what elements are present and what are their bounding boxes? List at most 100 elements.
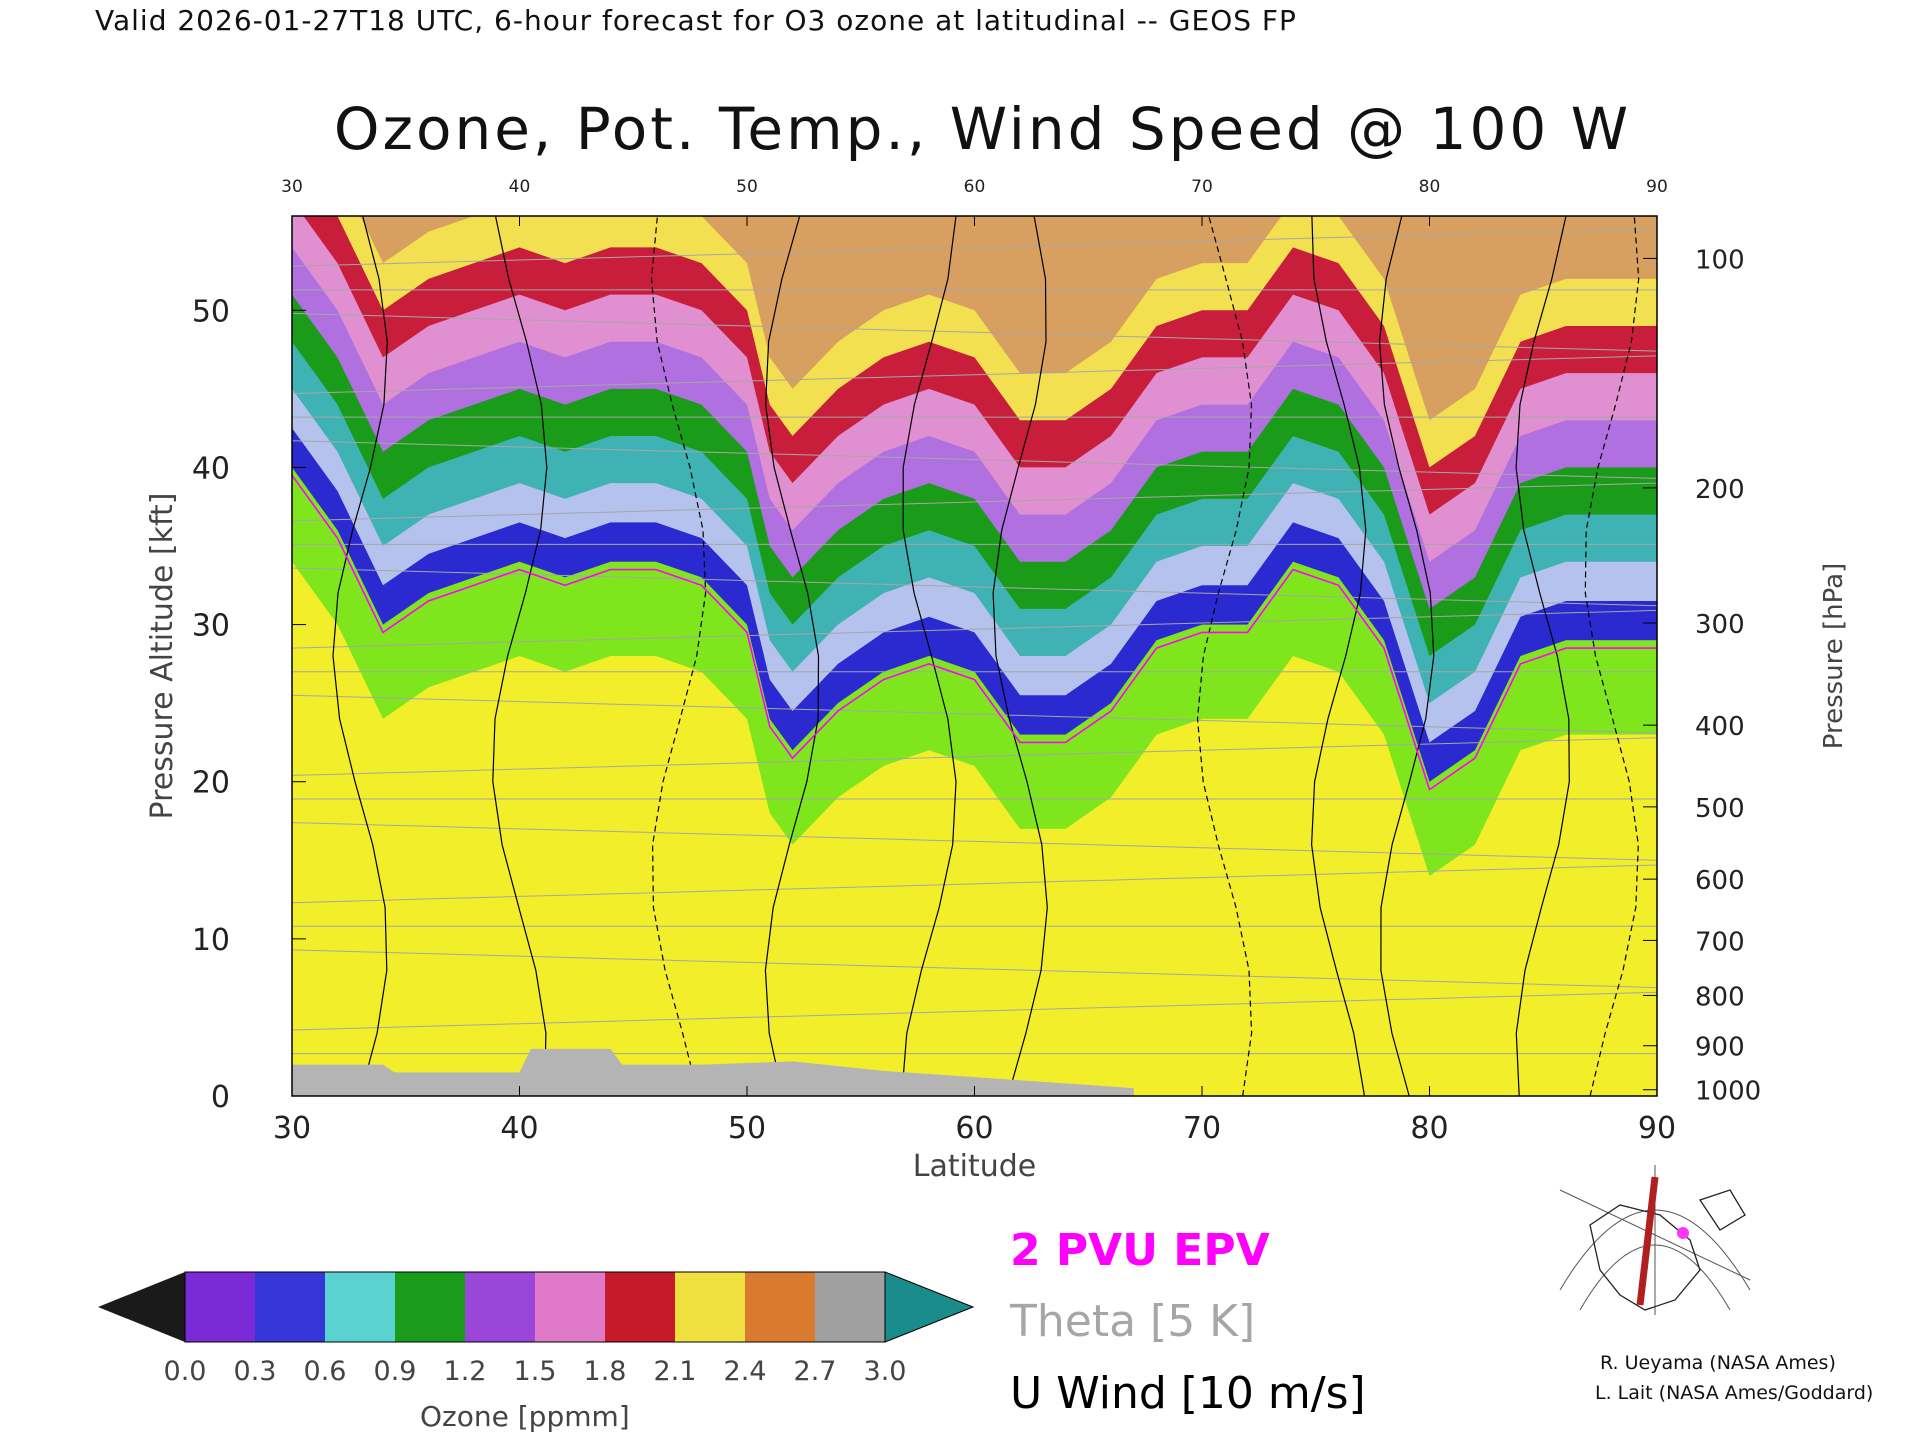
colorbar-segment [815, 1272, 886, 1342]
theta-contour [292, 567, 1657, 607]
theta-contour [292, 949, 1657, 989]
x-tick-label-top: 90 [1646, 177, 1668, 197]
theta-contour [292, 864, 1657, 904]
colorbar-tick-label: 2.7 [794, 1356, 837, 1387]
ozone-band [360, 216, 1657, 421]
chart-title: Ozone, Pot. Temp., Wind Speed @ 100 W [333, 95, 1632, 163]
x-axis-label: Latitude [913, 1149, 1036, 1184]
colorbar-tick-label: 2.1 [654, 1356, 697, 1387]
colorbar-tick-label: 0.3 [234, 1356, 277, 1387]
epv-contour [292, 474, 1657, 791]
x-tick-label: 80 [1410, 1111, 1448, 1146]
y2-tick-label: 800 [1695, 982, 1745, 1012]
wind-contour [492, 216, 548, 1096]
x-tick-label-top: 50 [736, 177, 758, 197]
ozone-colorbar: 0.0 0.3 0.6 0.9 1.2 1.5 1.8 2.1 2.4 2.7 3.0 [98, 1271, 975, 1387]
x-tick-label: 50 [728, 1111, 766, 1146]
colorbar-segment [185, 1272, 256, 1342]
colorbar-tick-label: 0.0 [164, 1356, 207, 1387]
colorbar-segment [535, 1272, 606, 1342]
colorbar-tick-label: 1.5 [514, 1356, 557, 1387]
credit-line-1: R. Ueyama (NASA Ames) [1600, 1352, 1836, 1374]
theta-contour [292, 694, 1657, 734]
theta-contour [292, 312, 1657, 352]
ozone-band-layer [292, 216, 1657, 876]
y2-tick-label: 500 [1695, 794, 1745, 824]
wind-contour [764, 216, 820, 1096]
colorbar-segment [325, 1272, 396, 1342]
x-tick-label: 40 [500, 1111, 538, 1146]
wind-contour [901, 216, 957, 1096]
locator-map-grid [1559, 1189, 1751, 1281]
header-line: Valid 2026-01-27T18 UTC, 6-hour forecast… [95, 4, 1297, 37]
theta-contour [292, 822, 1657, 861]
colorbar-tick-label: 0.6 [304, 1356, 347, 1387]
theta-contour [292, 355, 1657, 395]
y-tick-label: 20 [192, 766, 230, 801]
wind-contour [1378, 216, 1435, 1096]
x-tick-label: 30 [273, 1111, 311, 1146]
x-tick-label: 70 [1183, 1111, 1221, 1146]
wind-contour [332, 216, 388, 1096]
wind-contour [650, 216, 707, 1096]
y2-tick-label: 1000 [1695, 1077, 1761, 1107]
wind-contours [332, 216, 1640, 1096]
y-tick-label: 40 [192, 451, 230, 486]
y2-tick-label: 400 [1695, 712, 1745, 742]
y2-tick-label: 900 [1695, 1033, 1745, 1063]
colorbar-label: Ozone [ppmm] [420, 1400, 630, 1433]
axes: 3030404050506060707080809090010203040501… [145, 177, 1849, 1184]
theta-contour [292, 991, 1657, 1031]
y2-tick-label: 100 [1695, 245, 1745, 275]
x-tick-label-top: 60 [964, 177, 986, 197]
colorbar-segment [255, 1272, 326, 1342]
x-tick-label: 90 [1638, 1111, 1676, 1146]
colorbar-segment [675, 1272, 746, 1342]
x-tick-label-top: 70 [1191, 177, 1213, 197]
epv-contour [292, 474, 1657, 791]
wind-contour [1584, 216, 1640, 1096]
y2-tick-label: 200 [1695, 475, 1745, 505]
legend-epv: 2 PVU EPV [1010, 1225, 1270, 1276]
ozone-band [303, 216, 1657, 515]
y2-axis-label: Pressure [hPa] [1819, 563, 1849, 750]
wind-contour [1515, 216, 1570, 1096]
terrain [292, 1048, 1134, 1096]
plot-area [292, 216, 1657, 1096]
y2-tick-label: 600 [1695, 866, 1745, 896]
colorbar-high-arrow [884, 1271, 975, 1343]
theta-contour [292, 440, 1657, 479]
theta-contours [292, 228, 1657, 1055]
y-tick-label: 10 [192, 923, 230, 958]
credit-line-2: L. Lait (NASA Ames/Goddard) [1595, 1382, 1874, 1404]
colorbar-tick-label: 0.9 [374, 1356, 417, 1387]
wind-contour [1310, 216, 1367, 1096]
x-tick-label-top: 80 [1419, 177, 1441, 197]
ozone-band [337, 216, 1657, 468]
colorbar-segment [745, 1272, 816, 1342]
y-axis-label: Pressure Altitude [kft] [145, 493, 180, 820]
locator-map [1555, 1165, 1755, 1315]
colorbar-segment [465, 1272, 536, 1342]
wind-contour [992, 216, 1048, 1096]
y-tick-label: 50 [192, 294, 230, 329]
locator-map-coast [1698, 1189, 1746, 1231]
locator-marker [1677, 1227, 1689, 1239]
terrain-mask [292, 1048, 1134, 1096]
legend-uwind: U Wind [10 m/s] [1010, 1368, 1366, 1419]
colorbar-tick-label: 1.8 [584, 1356, 627, 1387]
locator-map-coast [1589, 1204, 1701, 1311]
theta-contour [292, 482, 1657, 522]
y-tick-label: 0 [211, 1080, 230, 1115]
x-tick-label-top: 40 [509, 177, 531, 197]
colorbar-tick-label: 2.4 [724, 1356, 767, 1387]
colorbar-segment [395, 1272, 466, 1342]
x-tick-label: 60 [955, 1111, 993, 1146]
y2-tick-label: 300 [1695, 610, 1745, 640]
y2-tick-label: 700 [1695, 927, 1745, 957]
legend-theta: Theta [5 K] [1010, 1296, 1256, 1347]
colorbar-tick-label: 3.0 [864, 1356, 907, 1387]
y-tick-label: 30 [192, 609, 230, 644]
colorbar-tick-label: 1.2 [444, 1356, 487, 1387]
